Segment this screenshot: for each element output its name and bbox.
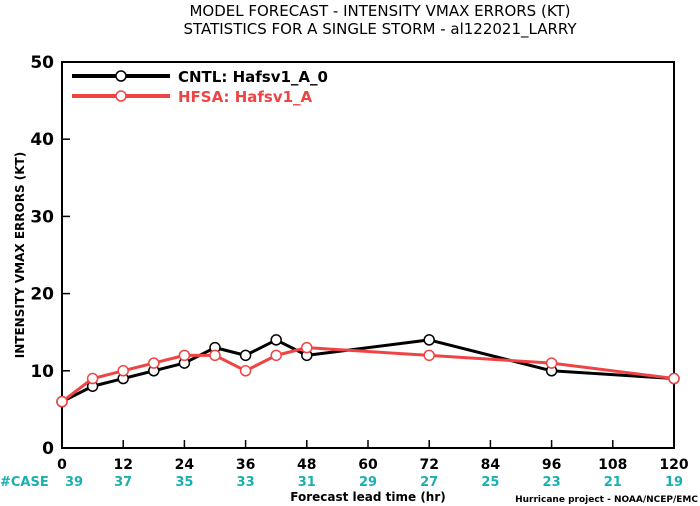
x-tick-label: 120 xyxy=(659,457,688,473)
series-0-point xyxy=(270,334,282,346)
y-tick-label: 40 xyxy=(30,130,54,150)
x-tick-label: 96 xyxy=(542,457,561,473)
x-axis: 0 12 24 36 48 60 72 84 96 108 120 xyxy=(57,440,689,473)
series-1-point xyxy=(56,395,68,408)
x-tick-label: 108 xyxy=(598,457,627,473)
case-count: 23 xyxy=(543,475,561,490)
case-count: 39 xyxy=(65,475,83,490)
plot-frame xyxy=(61,61,675,449)
case-count: 29 xyxy=(359,475,377,490)
x-tick-label: 60 xyxy=(358,457,378,473)
series-1-point xyxy=(86,372,99,385)
series-1-point xyxy=(545,357,558,369)
legend: CNTL: Hafsv1_A_0 HFSA: Hafsv1_A xyxy=(72,68,328,106)
case-count: 27 xyxy=(420,475,438,490)
y-tick-label: 50 xyxy=(30,53,54,73)
series-1-point xyxy=(270,349,282,362)
series-1-point xyxy=(668,372,680,385)
legend-label: CNTL: Hafsv1_A_0 xyxy=(178,68,328,86)
x-tick-label: 72 xyxy=(419,457,438,473)
y-tick-label: 0 xyxy=(42,439,54,459)
legend-marker xyxy=(115,70,127,82)
case-count: 21 xyxy=(604,475,622,490)
series-0-point xyxy=(239,349,252,362)
case-count: 19 xyxy=(665,475,683,490)
y-axis-label: INTENSITY VMAX ERRORS (KT) xyxy=(13,152,27,358)
chart-title-line1: MODEL FORECAST - INTENSITY VMAX ERRORS (… xyxy=(189,2,570,20)
series-layer xyxy=(56,334,680,408)
series-1-point xyxy=(209,349,221,362)
case-count: 35 xyxy=(175,475,193,490)
x-tick-label: 84 xyxy=(481,457,501,473)
series-1-point xyxy=(301,341,313,354)
chart-title-line2: STATISTICS FOR A SINGLE STORM - al122021… xyxy=(183,20,577,39)
legend-marker xyxy=(115,90,127,102)
series-1-point xyxy=(423,349,435,362)
x-tick-label: 48 xyxy=(297,457,316,473)
series-1-point xyxy=(178,349,191,362)
credit-text: Hurricane project - NOAA/NCEP/EMC xyxy=(515,495,698,505)
x-tick-label: 36 xyxy=(236,457,255,473)
x-axis-label: Forecast lead time (hr) xyxy=(290,490,446,504)
case-count: 37 xyxy=(114,475,132,490)
series-0-point xyxy=(423,334,435,346)
x-tick-label: 24 xyxy=(175,457,195,473)
case-count: 31 xyxy=(298,475,316,490)
y-tick-label: 20 xyxy=(30,285,54,305)
y-tick-label: 30 xyxy=(30,207,54,227)
case-label: #CASE xyxy=(0,475,49,490)
case-count: 33 xyxy=(237,475,255,490)
y-axis: 0 10 20 30 40 50 xyxy=(30,53,70,459)
series-1-point xyxy=(239,365,252,377)
series-1-point xyxy=(117,365,129,377)
x-tick-label: 0 xyxy=(57,457,67,473)
case-count: 25 xyxy=(481,475,499,490)
case-count-row: #CASE 39 37 35 33 31 29 27 25 23 21 19 xyxy=(0,475,683,490)
y-tick-label: 10 xyxy=(30,362,54,382)
series-1-point xyxy=(148,357,160,369)
x-tick-label: 12 xyxy=(113,457,132,473)
legend-label: HFSA: Hafsv1_A xyxy=(178,88,313,106)
